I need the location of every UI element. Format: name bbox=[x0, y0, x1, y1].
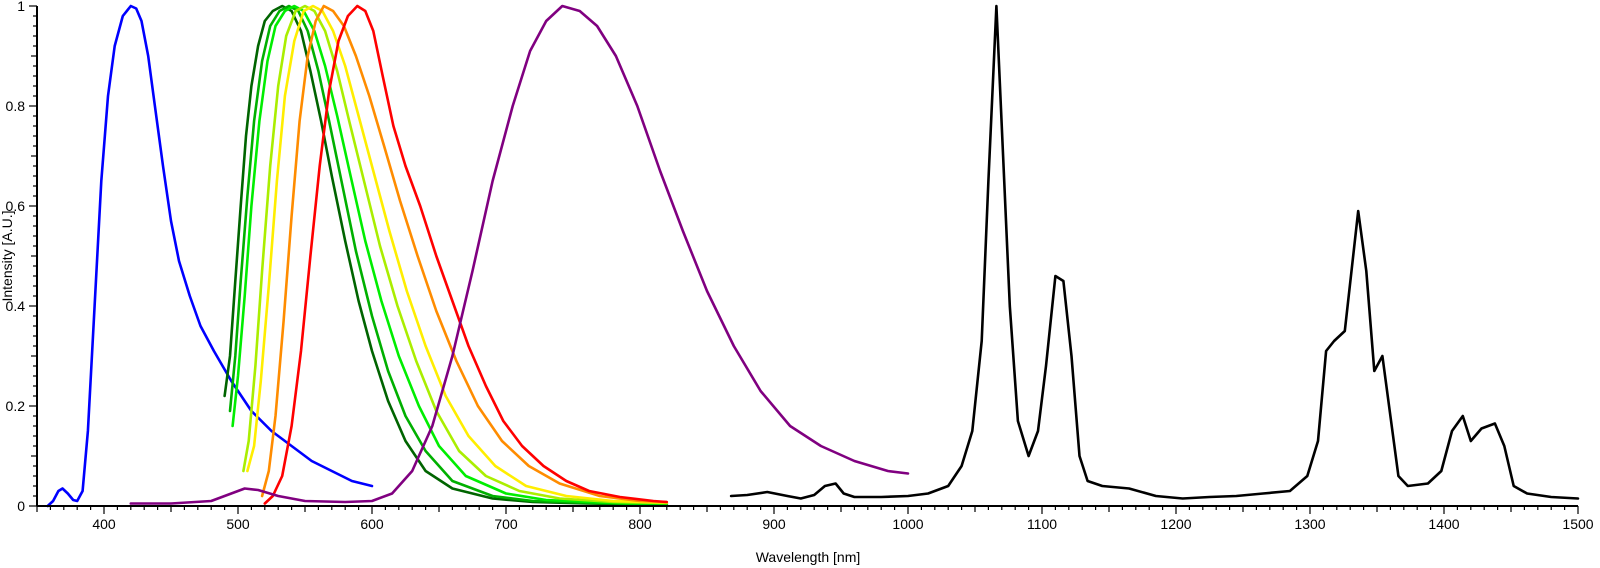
x-tick-label: 900 bbox=[762, 516, 786, 532]
axes-layer bbox=[36, 6, 1578, 507]
x-axis-title: Wavelength [nm] bbox=[756, 549, 861, 565]
x-tick-label: 500 bbox=[226, 516, 250, 532]
y-tick-label: 1 bbox=[17, 0, 25, 14]
series-line-8 bbox=[263, 4, 669, 505]
y-tick-label: 0.2 bbox=[6, 398, 26, 414]
series-line-9 bbox=[129, 4, 910, 505]
x-tick-label: 1000 bbox=[892, 516, 923, 532]
series-line-2 bbox=[223, 4, 669, 506]
x-tick-label: 400 bbox=[92, 516, 116, 532]
x-tick-label: 1300 bbox=[1294, 516, 1325, 532]
x-tick-label: 700 bbox=[494, 516, 518, 532]
x-tick-label: 600 bbox=[360, 516, 384, 532]
series-line-1 bbox=[46, 4, 374, 508]
y-tick-label: 0.4 bbox=[6, 298, 26, 314]
x-tick-label: 1100 bbox=[1027, 516, 1057, 532]
series-line-4 bbox=[231, 4, 669, 505]
series-line-10 bbox=[729, 4, 1580, 500]
series-line-6 bbox=[246, 4, 669, 504]
series-line-5 bbox=[242, 4, 669, 505]
series-line-3 bbox=[228, 4, 669, 506]
series-layer bbox=[46, 4, 1580, 508]
x-tick-label: 1500 bbox=[1562, 516, 1593, 532]
x-tick-label: 1400 bbox=[1428, 516, 1459, 532]
ticks-layer: 400 500 600 700 800 900 1000 1100 1200 1300 1400 15… bbox=[6, 0, 1594, 532]
y-tick-label: 0.8 bbox=[6, 98, 26, 114]
x-tick-label: 800 bbox=[628, 516, 652, 532]
y-axis-title: Intensity [A.U.] bbox=[0, 210, 15, 301]
series-line-7 bbox=[260, 4, 669, 504]
y-tick-label: 0 bbox=[17, 498, 25, 514]
y-tick-label: 0.6 bbox=[6, 198, 26, 214]
x-tick-label: 1200 bbox=[1160, 516, 1191, 532]
